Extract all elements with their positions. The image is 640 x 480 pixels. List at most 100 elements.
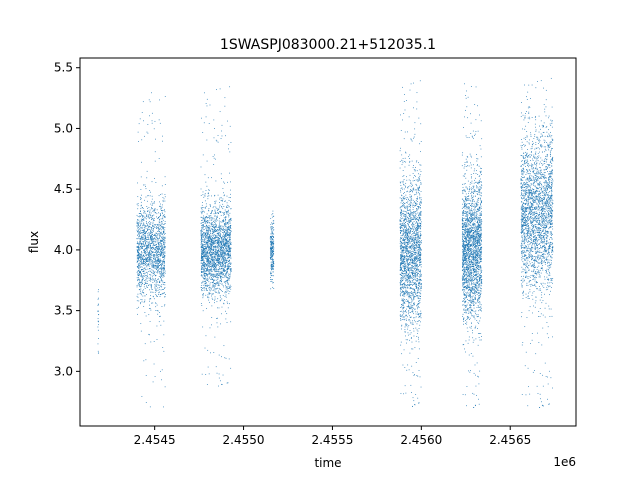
data-point (408, 369, 410, 371)
data-point (202, 217, 204, 219)
data-point (163, 257, 164, 259)
data-point (405, 256, 407, 257)
data-point (207, 244, 209, 246)
data-point (206, 228, 208, 229)
data-point (228, 260, 230, 261)
data-point (138, 225, 140, 227)
data-point (218, 245, 220, 246)
data-point (208, 266, 210, 268)
data-point (227, 267, 229, 269)
data-point (200, 245, 202, 247)
data-point (150, 284, 152, 286)
data-point (420, 317, 422, 319)
data-point (409, 231, 411, 232)
data-point (203, 254, 205, 256)
data-point (137, 313, 138, 315)
data-point (223, 243, 225, 245)
data-point (155, 235, 157, 237)
data-point (414, 321, 416, 323)
data-point (206, 246, 207, 248)
data-point (224, 261, 226, 263)
data-point (230, 217, 232, 219)
data-point (410, 288, 412, 290)
data-point (142, 246, 143, 247)
data-point (213, 238, 215, 240)
data-point (420, 286, 422, 287)
data-point (215, 225, 217, 227)
data-point (219, 266, 221, 267)
data-point (205, 294, 207, 296)
data-point (401, 286, 403, 288)
data-point (144, 184, 146, 186)
data-point (137, 216, 139, 218)
data-point (139, 266, 141, 268)
data-point (418, 178, 420, 180)
data-point (207, 242, 209, 244)
data-point (147, 243, 149, 245)
data-point (221, 240, 223, 242)
data-point (230, 218, 232, 220)
data-point (206, 205, 208, 207)
data-point (223, 244, 224, 246)
data-point (216, 241, 218, 243)
data-point (403, 219, 405, 220)
data-point (154, 212, 156, 214)
data-point (400, 191, 402, 193)
data-point (228, 245, 230, 247)
data-point (143, 135, 145, 137)
data-point (211, 246, 212, 247)
data-point (400, 244, 402, 246)
data-point (159, 315, 161, 317)
data-point (159, 277, 161, 278)
data-point (208, 247, 210, 249)
data-point (225, 236, 227, 237)
data-point (403, 242, 405, 243)
data-point (228, 241, 230, 242)
data-point (226, 276, 228, 278)
data-point (212, 256, 214, 258)
data-point (413, 254, 415, 255)
data-point (163, 198, 165, 200)
data-point (210, 256, 212, 258)
data-point (152, 266, 153, 268)
data-point (225, 219, 227, 221)
data-point (411, 305, 413, 306)
data-point (140, 266, 142, 268)
data-point (151, 284, 152, 286)
data-point (206, 139, 208, 141)
data-point (208, 245, 210, 247)
data-point (222, 232, 224, 233)
data-point (161, 268, 163, 270)
data-point (149, 239, 151, 241)
data-point (206, 270, 208, 272)
data-point (225, 259, 226, 261)
data-point (404, 266, 406, 268)
data-point (408, 237, 410, 238)
data-point (228, 287, 230, 288)
data-point (401, 241, 402, 243)
data-point (225, 216, 227, 218)
data-point (148, 261, 150, 262)
data-point (210, 216, 212, 218)
data-point (141, 235, 143, 237)
data-point (206, 229, 208, 231)
data-point (141, 396, 143, 397)
data-point (141, 214, 143, 216)
data-point (152, 203, 153, 205)
data-point (204, 246, 206, 247)
data-point (271, 275, 273, 277)
data-point (418, 266, 419, 268)
data-point (420, 272, 421, 274)
data-point (162, 289, 163, 290)
data-point (218, 220, 220, 222)
data-point (271, 269, 272, 271)
data-point (405, 245, 407, 247)
data-point (150, 203, 152, 205)
data-point (211, 212, 212, 214)
data-point (407, 212, 409, 214)
data-point (207, 227, 209, 228)
data-point (402, 205, 404, 207)
data-point (272, 259, 274, 261)
data-point (149, 261, 151, 263)
data-point (161, 260, 163, 262)
